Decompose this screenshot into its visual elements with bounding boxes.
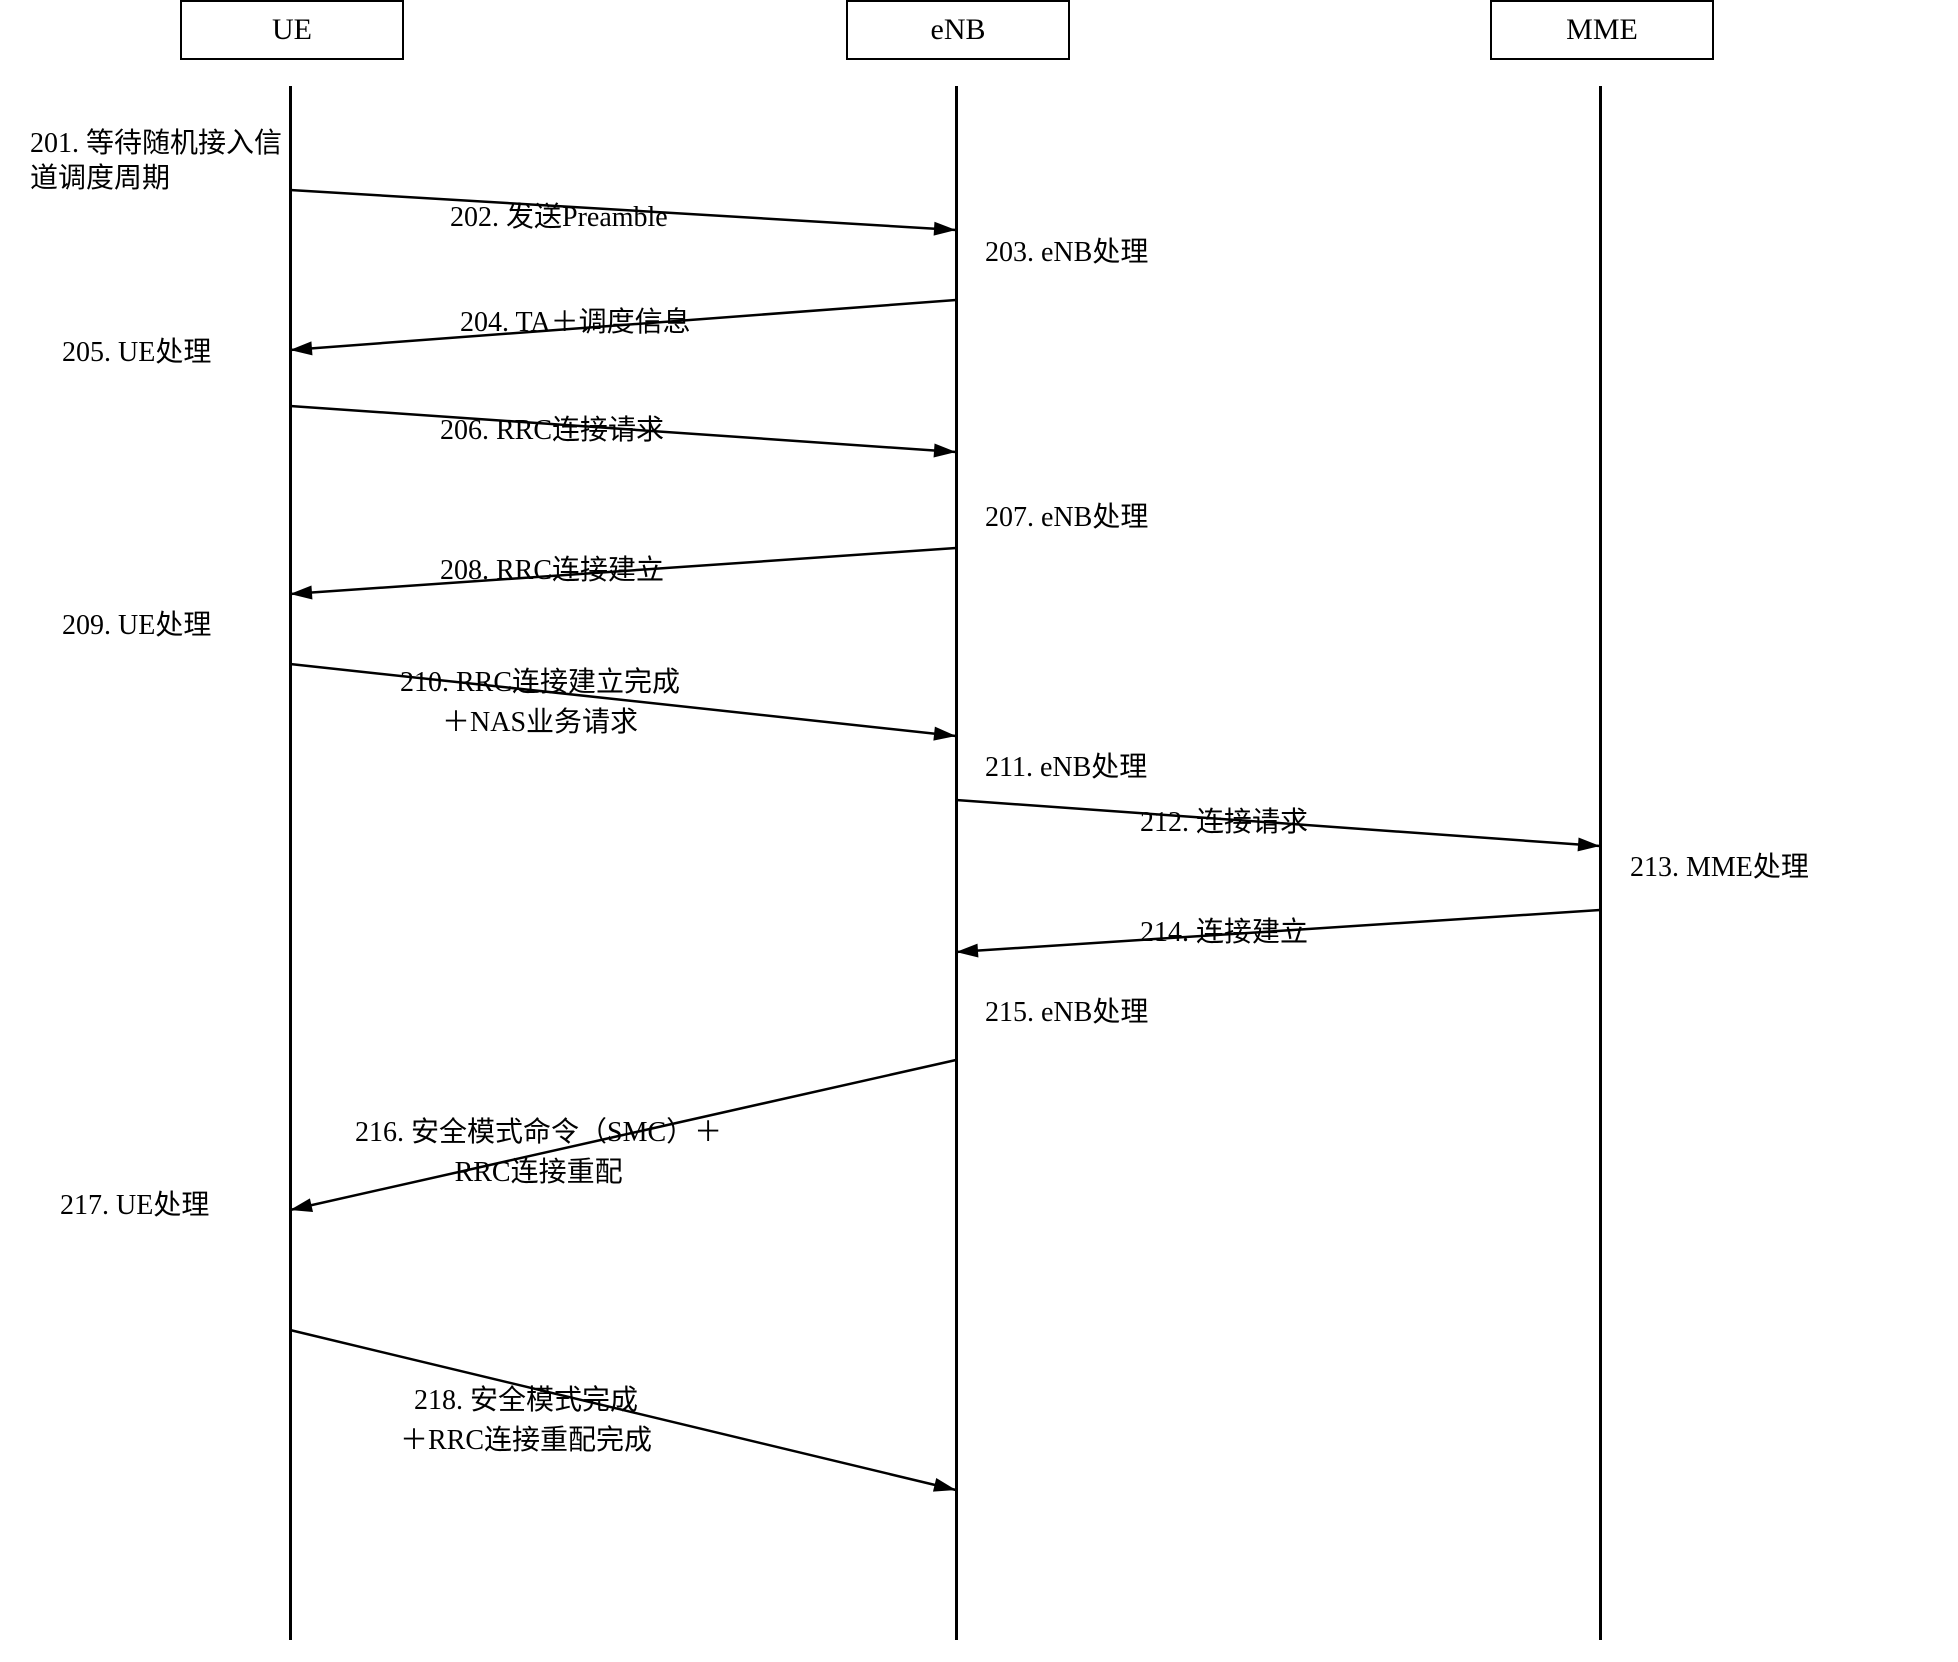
msg-204-text: 204. TA＋调度信息: [460, 307, 691, 338]
label-213: 213. MME处理: [1630, 850, 1809, 885]
actor-enb: eNB: [846, 0, 1070, 60]
label-207: 207. eNB处理: [985, 500, 1148, 535]
label-209: 209. UE处理: [62, 608, 211, 643]
label-201-l2: 道调度周期: [30, 163, 170, 194]
msg-218-label: 218. 安全模式完成 ＋RRC连接重配完成: [400, 1378, 652, 1458]
msg-208-text: 208. RRC连接建立: [440, 555, 664, 586]
msg-210-l2: ＋NAS业务请求: [442, 707, 638, 738]
msg-214-text: 214. 连接建立: [1140, 917, 1308, 948]
msg-212-label: 212. 连接请求: [1140, 800, 1308, 840]
msg-204-label: 204. TA＋调度信息: [460, 300, 691, 340]
label-215: 215. eNB处理: [985, 995, 1148, 1030]
msg-206-text: 206. RRC连接请求: [440, 415, 664, 446]
msg-216-l2: RRC连接重配: [455, 1157, 623, 1188]
lifeline-enb: [955, 86, 958, 1640]
msg-210-label: 210. RRC连接建立完成 ＋NAS业务请求: [400, 660, 680, 740]
label-205: 205. UE处理: [62, 335, 211, 370]
msg-210-l1: 210. RRC连接建立完成: [400, 667, 680, 698]
msg-214-label: 214. 连接建立: [1140, 910, 1308, 950]
label-209-text: 209. UE处理: [62, 610, 211, 641]
actor-mme: MME: [1490, 0, 1714, 60]
label-217-text: 217. UE处理: [60, 1190, 209, 1221]
msg-206-label: 206. RRC连接请求: [440, 408, 664, 448]
actor-enb-label: eNB: [931, 13, 986, 46]
label-201-l1: 201. 等待随机接入信: [30, 128, 282, 159]
label-203: 203. eNB处理: [985, 235, 1148, 270]
msg-216-label: 216. 安全模式命令（SMC）＋ RRC连接重配: [355, 1110, 722, 1190]
label-211: 211. eNB处理: [985, 750, 1147, 785]
msg-212-text: 212. 连接请求: [1140, 807, 1308, 838]
label-211-text: 211. eNB处理: [985, 752, 1147, 783]
msg-218-l2: ＋RRC连接重配完成: [400, 1425, 652, 1456]
label-207-text: 207. eNB处理: [985, 502, 1148, 533]
actor-ue-label: UE: [272, 13, 312, 46]
label-217: 217. UE处理: [60, 1188, 209, 1223]
label-215-text: 215. eNB处理: [985, 997, 1148, 1028]
label-213-text: 213. MME处理: [1630, 852, 1809, 883]
msg-202-label: 202. 发送Preamble: [450, 195, 668, 235]
label-205-text: 205. UE处理: [62, 337, 211, 368]
arrows-layer: [0, 0, 1958, 1662]
msg-216-l1: 216. 安全模式命令（SMC）＋: [355, 1117, 722, 1148]
actor-mme-label: MME: [1566, 13, 1638, 46]
lifeline-mme: [1599, 86, 1602, 1640]
label-201: 201. 等待随机接入信 道调度周期: [30, 126, 282, 196]
sequence-diagram: UE eNB MME 201. 等待随机接入信 道调度周期 203. eNB处理…: [0, 0, 1958, 1662]
actor-ue: UE: [180, 0, 404, 60]
lifeline-ue: [289, 86, 292, 1640]
label-203-text: 203. eNB处理: [985, 237, 1148, 268]
msg-202-text: 202. 发送Preamble: [450, 202, 668, 233]
msg-218-l1: 218. 安全模式完成: [414, 1385, 638, 1416]
msg-208-label: 208. RRC连接建立: [440, 548, 664, 588]
